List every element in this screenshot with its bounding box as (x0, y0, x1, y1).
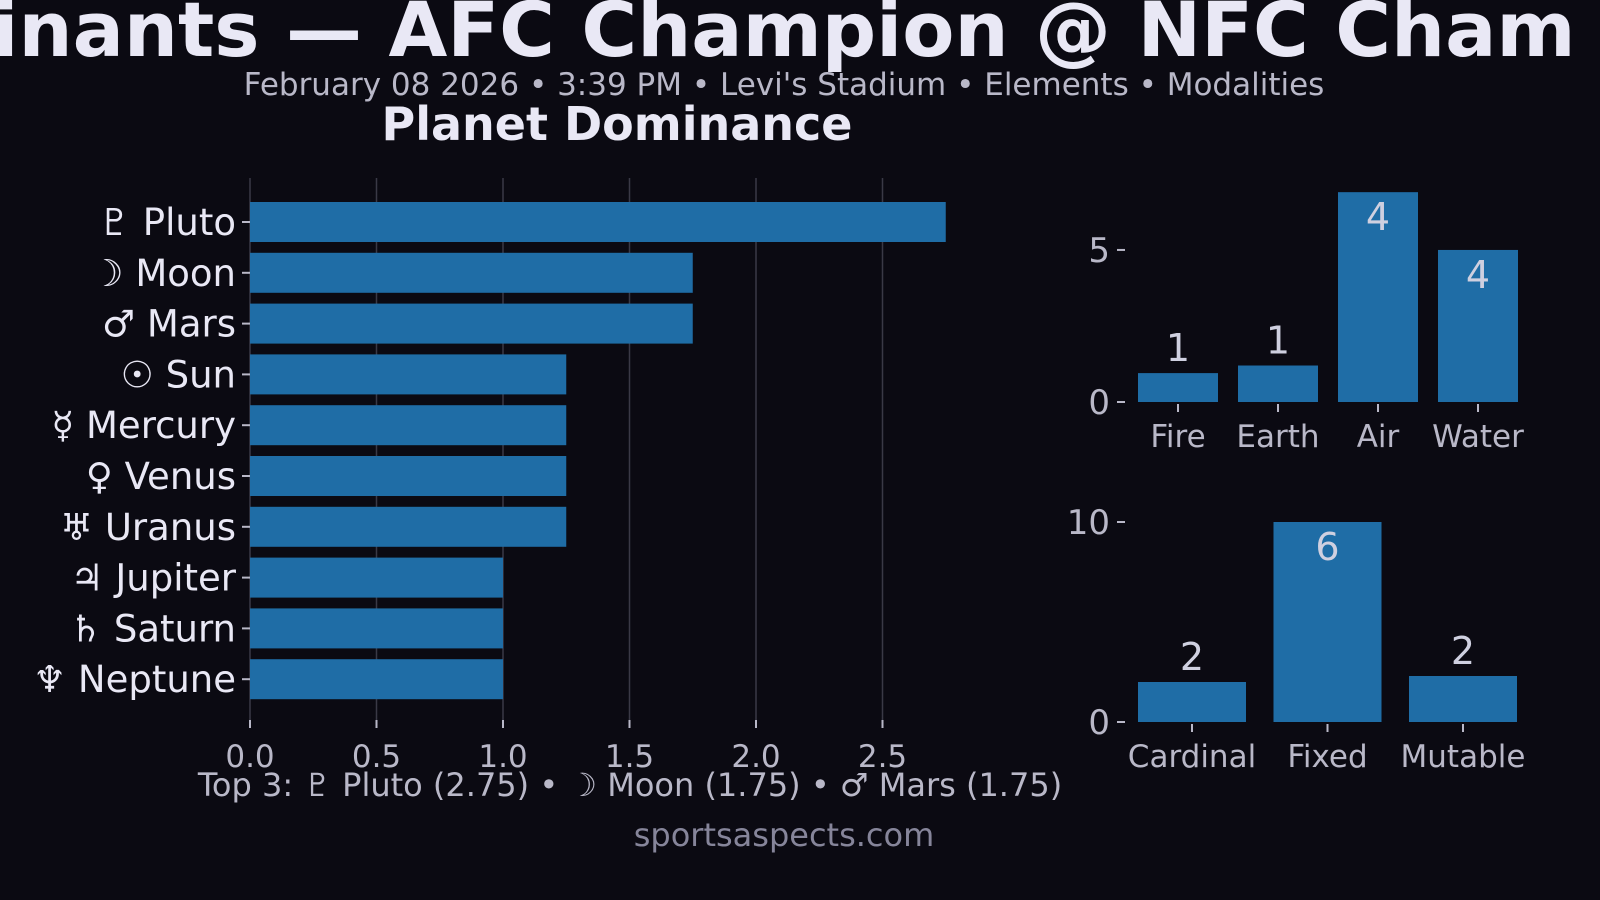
x-tick-label: 1.5 (605, 739, 654, 775)
modalities-bar (1138, 682, 1246, 722)
planet-label: ☿ Mercury (52, 404, 236, 447)
planet-bar (250, 506, 567, 547)
planet-bar (250, 608, 503, 649)
elements-x-tick-label: Water (1432, 419, 1524, 455)
subtitle: February 08 2026 • 3:39 PM • Levi's Stad… (243, 67, 1325, 103)
planet-bar (250, 252, 693, 293)
modalities-data-label: 2 (1180, 635, 1204, 679)
planet-bar (250, 354, 567, 395)
planet-label: ♅ Uranus (60, 506, 236, 549)
planet-label: ♇ Pluto (98, 201, 236, 244)
modalities-data-label: 6 (1315, 525, 1339, 569)
modalities-y-tick-label: 10 (1067, 503, 1110, 543)
elements-data-label: 4 (1466, 253, 1490, 297)
modalities-x-tick-label: Mutable (1401, 739, 1526, 775)
x-tick-label: 2.5 (858, 739, 907, 775)
main-title: inants — AFC Champion @ NFC Cham (0, 0, 1576, 74)
modalities-bar (1409, 676, 1517, 722)
planet-bar (250, 557, 503, 598)
modalities-y-tick-label: 0 (1088, 703, 1110, 743)
elements-x-tick-label: Air (1357, 419, 1400, 455)
planet-label: ♆ Neptune (33, 658, 236, 701)
planet-chart-title: Planet Dominance (382, 97, 853, 151)
planet-label: ♄ Saturn (69, 607, 236, 650)
x-tick-label: 1.0 (478, 739, 527, 775)
elements-y-tick-label: 5 (1088, 231, 1110, 271)
elements-data-label: 1 (1266, 319, 1290, 363)
modalities-data-label: 2 (1451, 629, 1475, 673)
planet-label: ☽ Moon (90, 252, 236, 295)
planet-label: ♃ Jupiter (70, 557, 236, 600)
elements-bar (1238, 365, 1318, 402)
elements-data-label: 4 (1366, 195, 1390, 239)
elements-bar (1438, 249, 1518, 402)
elements-x-tick-label: Fire (1150, 419, 1205, 455)
planet-label: ♀ Venus (86, 455, 236, 498)
top3-summary: Top 3: ♇ Pluto (2.75) • ☽ Moon (1.75) • … (197, 766, 1063, 804)
site-footer: sportsaspects.com (633, 816, 935, 854)
planet-bar (250, 303, 693, 344)
modalities-bar (1273, 522, 1382, 722)
planet-label: ♂ Mars (102, 303, 236, 346)
elements-data-label: 1 (1166, 326, 1190, 370)
planet-label: ☉ Sun (121, 353, 236, 396)
elements-y-tick-label: 0 (1088, 383, 1110, 423)
modalities-x-tick-label: Cardinal (1128, 739, 1256, 775)
planet-bar (250, 202, 946, 242)
x-tick-label: 2.0 (731, 739, 780, 775)
planet-bar (250, 456, 567, 496)
planet-bar (250, 405, 567, 446)
elements-bar (1138, 373, 1218, 402)
modalities-x-tick-label: Fixed (1287, 739, 1367, 775)
planet-bar (250, 659, 503, 700)
x-tick-label: 0.0 (225, 739, 274, 775)
x-tick-label: 0.5 (352, 739, 401, 775)
elements-x-tick-label: Earth (1236, 419, 1319, 455)
charts-canvas: Planet Dominance 0.0 0.5 1.0 1.5 2.0 2.5 ♇ Plut… (33, 97, 1526, 775)
elements-bar (1338, 192, 1418, 402)
